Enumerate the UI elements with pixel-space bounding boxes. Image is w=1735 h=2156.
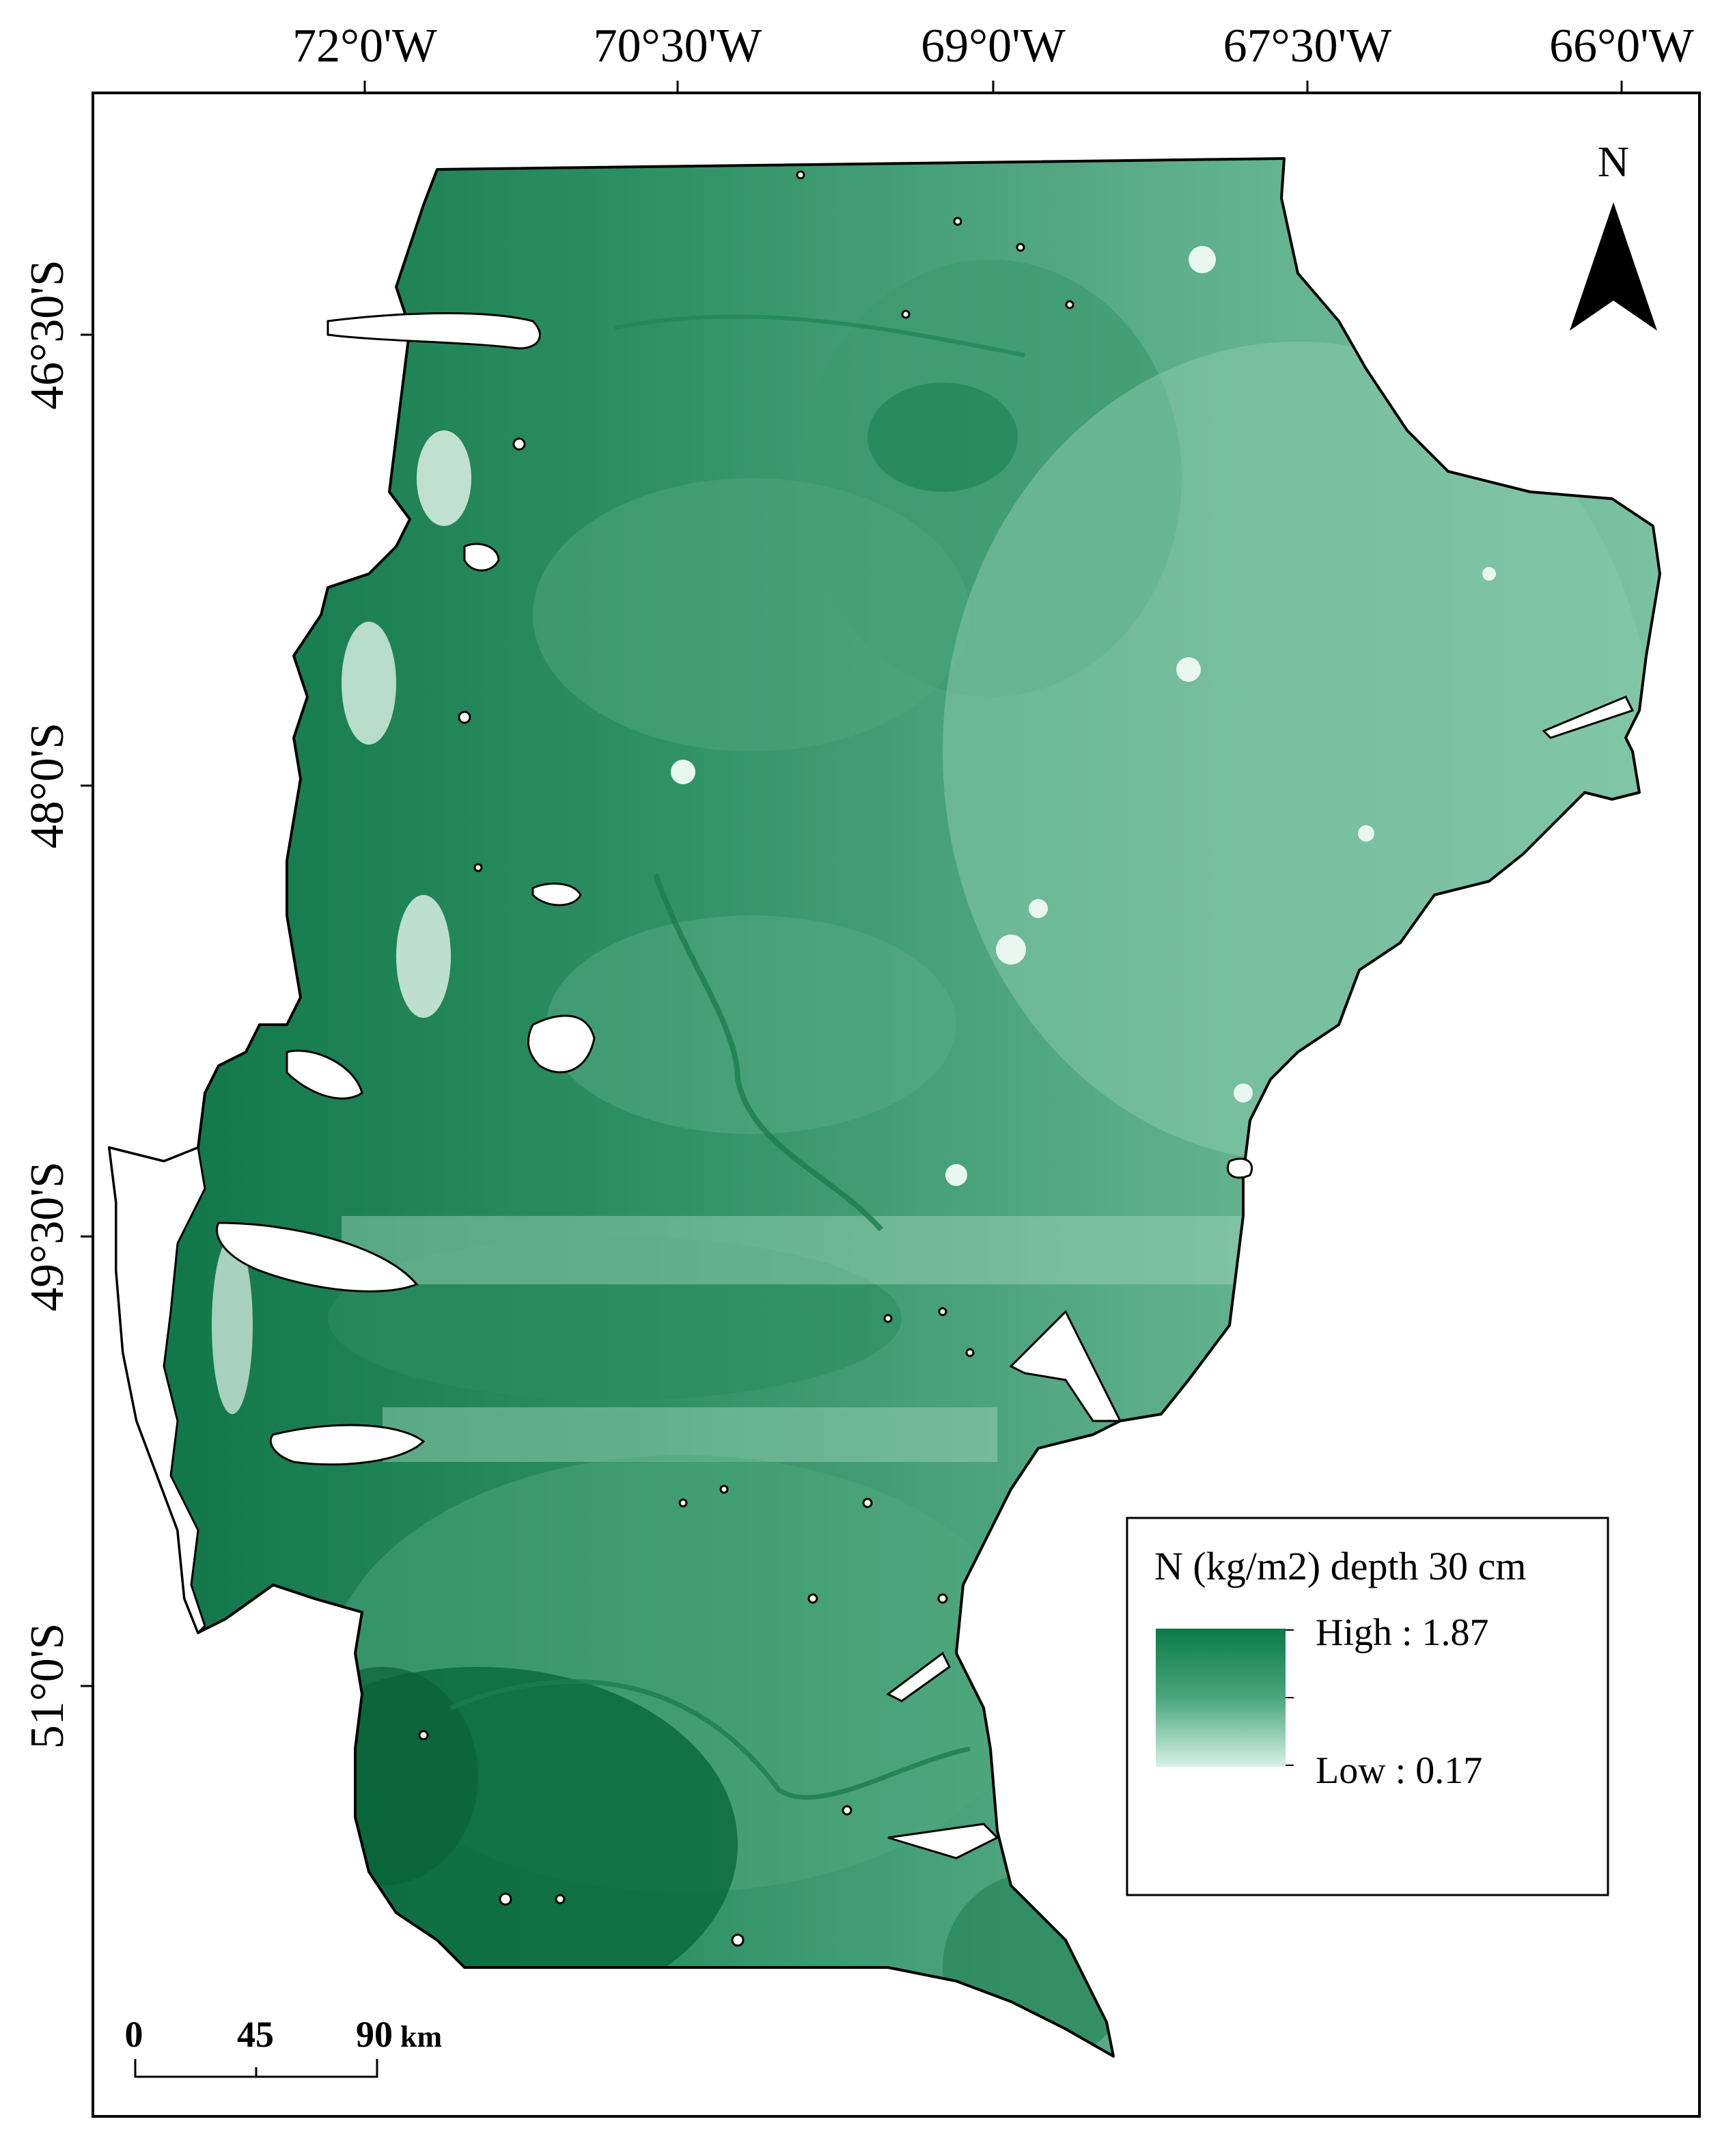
- region-outline: [108, 157, 1661, 2058]
- north-arrow-icon: [1570, 202, 1657, 331]
- lon-label-66w: 66°0'W: [1549, 20, 1694, 72]
- scale-tick-45: 45: [237, 2014, 274, 2055]
- lake-argentino: [269, 1424, 426, 1466]
- lat-label-46-30s: 46°30'S: [21, 260, 74, 410]
- bay-san-julian: [1226, 1157, 1253, 1179]
- legend: N (kg/m2) depth 30 cm High : 1.87 Low : …: [1126, 1517, 1609, 1896]
- lake-san-martin: [286, 1049, 363, 1100]
- western-nodata-area: [108, 1146, 206, 1635]
- estuary-deseado: [1542, 695, 1635, 739]
- estuary-coig: [886, 1651, 951, 1702]
- lake-pueyrredon: [463, 542, 500, 572]
- scale-bar: 0 45 90 km: [125, 2014, 442, 2078]
- map-frame: [92, 92, 1701, 2118]
- lakes: [216, 312, 596, 1466]
- legend-high-label: High : 1.87: [1316, 1612, 1489, 1654]
- estuary-gallegos: [887, 1823, 999, 1860]
- lat-label-51s: 51°0'S: [21, 1623, 74, 1750]
- north-arrow: N: [1570, 137, 1657, 331]
- scale-tick-90: 90: [356, 2014, 393, 2055]
- scale-tick-0: 0: [125, 2014, 143, 2055]
- lon-label-69w: 69°0'W: [921, 20, 1066, 72]
- latitude-ticks: 46°30'S 48°0'S 49°30'S 51°0'S: [21, 260, 93, 1749]
- lake-cardiel: [527, 1014, 596, 1074]
- lat-label-49-30s: 49°30'S: [21, 1161, 74, 1312]
- lake-strobel: [531, 882, 582, 907]
- legend-color-ramp: [1156, 1629, 1286, 1767]
- lake-viedma: [216, 1221, 419, 1293]
- lat-label-48s: 48°0'S: [21, 723, 74, 849]
- lon-label-67-30w: 67°30'W: [1223, 20, 1392, 72]
- estuary-santa-cruz: [1009, 1310, 1122, 1422]
- small-ponds: [418, 170, 1074, 1947]
- lake-buenos-aires: [327, 312, 541, 350]
- north-label: N: [1598, 137, 1629, 186]
- scale-unit: km: [400, 2020, 442, 2054]
- estuaries: [886, 695, 1635, 1860]
- lon-label-72w: 72°0'W: [292, 20, 437, 72]
- longitude-ticks: 72°0'W 70°30'W 69°0'W 67°30'W 66°0'W: [292, 20, 1694, 93]
- legend-low-label: Low : 0.17: [1316, 1750, 1482, 1792]
- legend-title: N (kg/m2) depth 30 cm: [1154, 1544, 1526, 1588]
- lon-label-70-30w: 70°30'W: [594, 20, 762, 72]
